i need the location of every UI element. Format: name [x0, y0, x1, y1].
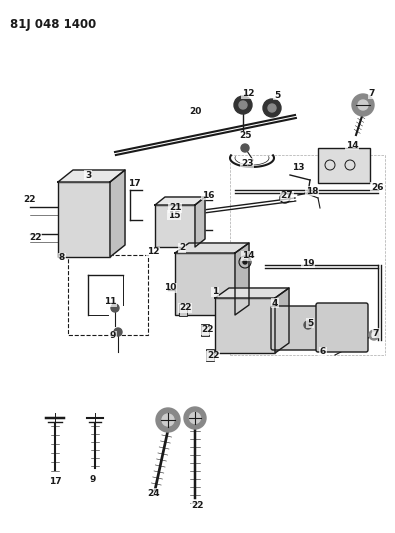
Text: 25: 25 [239, 132, 251, 141]
Circle shape [184, 407, 206, 429]
Text: 9: 9 [90, 475, 96, 484]
Text: 11: 11 [104, 297, 116, 306]
Circle shape [372, 333, 376, 337]
Bar [318, 148, 370, 183]
Bar [155, 205, 195, 247]
Text: 26: 26 [371, 182, 383, 191]
Text: 5: 5 [274, 91, 280, 100]
Text: 18: 18 [306, 187, 318, 196]
Polygon shape [275, 288, 289, 353]
Text: 23: 23 [241, 158, 253, 167]
Circle shape [114, 328, 122, 336]
Text: 22: 22 [207, 351, 219, 360]
Polygon shape [235, 243, 249, 315]
Bar [201, 324, 209, 336]
FancyBboxPatch shape [271, 306, 323, 350]
Text: 27: 27 [281, 191, 293, 200]
Text: 20: 20 [189, 108, 201, 117]
FancyBboxPatch shape [316, 303, 368, 352]
Text: 19: 19 [302, 259, 314, 268]
Circle shape [352, 94, 374, 116]
Circle shape [243, 260, 247, 264]
Polygon shape [215, 288, 289, 298]
Circle shape [162, 414, 174, 426]
Text: 22: 22 [192, 500, 204, 510]
Circle shape [369, 330, 379, 340]
Circle shape [234, 96, 252, 114]
Text: 22: 22 [29, 232, 41, 241]
Text: 2: 2 [179, 244, 185, 253]
Text: 14: 14 [346, 141, 358, 149]
Bar [175, 253, 235, 315]
Text: 16: 16 [202, 190, 214, 199]
Text: 22: 22 [179, 303, 191, 312]
Text: 1: 1 [212, 287, 218, 296]
Circle shape [156, 408, 180, 432]
Text: 24: 24 [148, 489, 160, 497]
Text: 5: 5 [307, 319, 313, 327]
Bar [179, 304, 187, 316]
Bar [215, 298, 275, 353]
Circle shape [263, 99, 281, 117]
Bar [68, 255, 148, 335]
Text: 9: 9 [110, 332, 116, 341]
Circle shape [190, 413, 201, 424]
Text: 8: 8 [59, 254, 65, 262]
Circle shape [268, 104, 276, 112]
Polygon shape [175, 243, 249, 253]
Bar [206, 349, 214, 361]
Circle shape [111, 304, 119, 312]
Polygon shape [58, 170, 125, 182]
Circle shape [239, 101, 247, 109]
Text: 14: 14 [242, 252, 254, 261]
Text: 22: 22 [24, 196, 36, 205]
Text: 81J 048 1400: 81J 048 1400 [10, 18, 96, 31]
Bar [58, 182, 110, 257]
Text: 6: 6 [320, 348, 326, 357]
Text: 12: 12 [147, 247, 159, 256]
Text: 7: 7 [373, 328, 379, 337]
Text: 7: 7 [369, 90, 375, 99]
Text: 17: 17 [128, 179, 140, 188]
Text: 13: 13 [292, 164, 304, 173]
Text: 4: 4 [272, 298, 278, 308]
Circle shape [358, 100, 368, 110]
Text: 22: 22 [201, 326, 213, 335]
Text: 12: 12 [242, 90, 254, 99]
Text: 17: 17 [49, 478, 61, 487]
Polygon shape [155, 197, 205, 205]
Text: 15: 15 [168, 211, 180, 220]
Polygon shape [195, 197, 205, 247]
Text: 3: 3 [85, 171, 91, 180]
Text: 21: 21 [169, 204, 181, 213]
Circle shape [304, 321, 312, 329]
Text: 10: 10 [164, 284, 176, 293]
Polygon shape [110, 170, 125, 257]
Circle shape [241, 144, 249, 152]
